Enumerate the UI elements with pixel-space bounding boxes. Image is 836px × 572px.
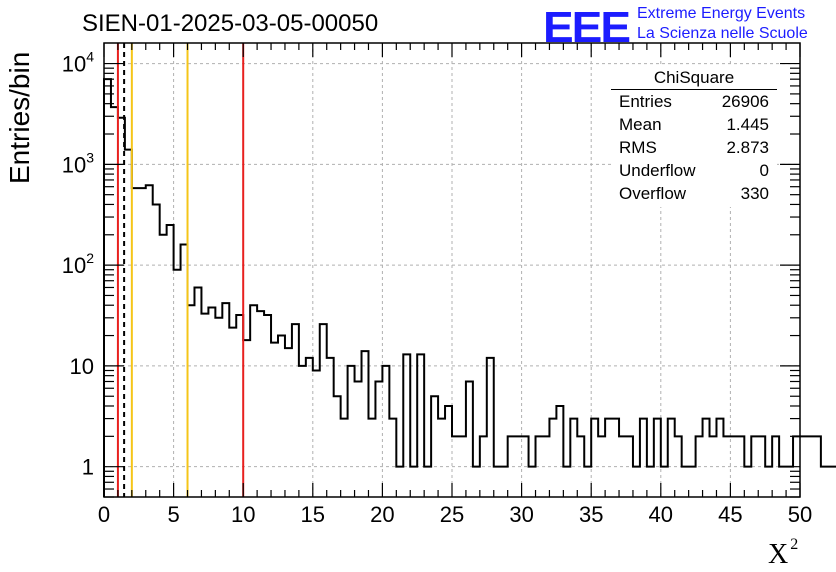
y-tick-base: 10: [62, 253, 86, 278]
x-tick-label: 40: [649, 502, 673, 527]
stats-row-underflow: Underflow 0: [611, 159, 777, 182]
stats-label: Mean: [619, 115, 662, 134]
y-tick-base: 1: [82, 455, 94, 480]
logo-line-2: La Scienza nelle Scuole: [637, 25, 808, 42]
x-tick-label: 10: [231, 502, 255, 527]
x-tick-label: 25: [440, 502, 464, 527]
stats-row-overflow: Overflow 330: [611, 182, 777, 205]
stats-value: 1.445: [726, 115, 769, 134]
x-tick-label: 45: [718, 502, 742, 527]
y-tick-base: 10: [70, 354, 94, 379]
x-tick-label: 20: [370, 502, 394, 527]
stats-row-rms: RMS 2.873: [611, 136, 777, 159]
y-tick-exponent: 4: [86, 49, 94, 65]
stats-label: Underflow: [619, 161, 696, 180]
histogram-outline: [103, 78, 836, 497]
stats-row-mean: Mean 1.445: [611, 113, 777, 136]
x-tick-label: 50: [788, 502, 812, 527]
x-tick-label: 0: [98, 502, 110, 527]
x-axis-label-symbol: X: [768, 539, 789, 570]
stats-box: ChiSquare Entries 26906 Mean 1.445 RMS 2.87…: [611, 67, 777, 207]
y-axis-label: Entries/bin: [4, 51, 35, 184]
stats-value: 26906: [721, 92, 769, 111]
chart-title: SIEN-01-2025-03-05-00050: [82, 10, 379, 37]
y-tick-label: 10: [70, 354, 94, 379]
x-tick-label: 35: [579, 502, 603, 527]
logo-line-1: Extreme Energy Events: [637, 5, 806, 22]
y-tick-label: 104: [62, 49, 94, 77]
y-tick-exponent: 2: [86, 250, 94, 266]
stats-value: 0: [759, 161, 769, 180]
stats-label: Entries: [619, 92, 672, 111]
x-tick-label: 15: [301, 502, 325, 527]
y-tick-base: 10: [62, 52, 86, 77]
stats-label: Overflow: [619, 184, 687, 203]
y-tick-label: 1: [82, 455, 94, 480]
stats-row-entries: Entries 26906: [611, 90, 777, 113]
y-tick-exponent: 3: [86, 149, 94, 165]
y-tick-label: 102: [62, 250, 94, 278]
stats-title: ChiSquare: [611, 67, 777, 90]
stats-value: 2.873: [726, 138, 769, 157]
eee-logo-mark: EEE: [543, 2, 631, 52]
x-tick-label: 30: [509, 502, 533, 527]
stats-label: RMS: [619, 138, 657, 157]
x-tick-label: 5: [167, 502, 179, 527]
x-axis-label-superscript: 2: [790, 536, 799, 553]
stats-value: 330: [740, 184, 769, 203]
y-tick-base: 10: [62, 152, 86, 177]
y-tick-label: 103: [62, 149, 94, 177]
